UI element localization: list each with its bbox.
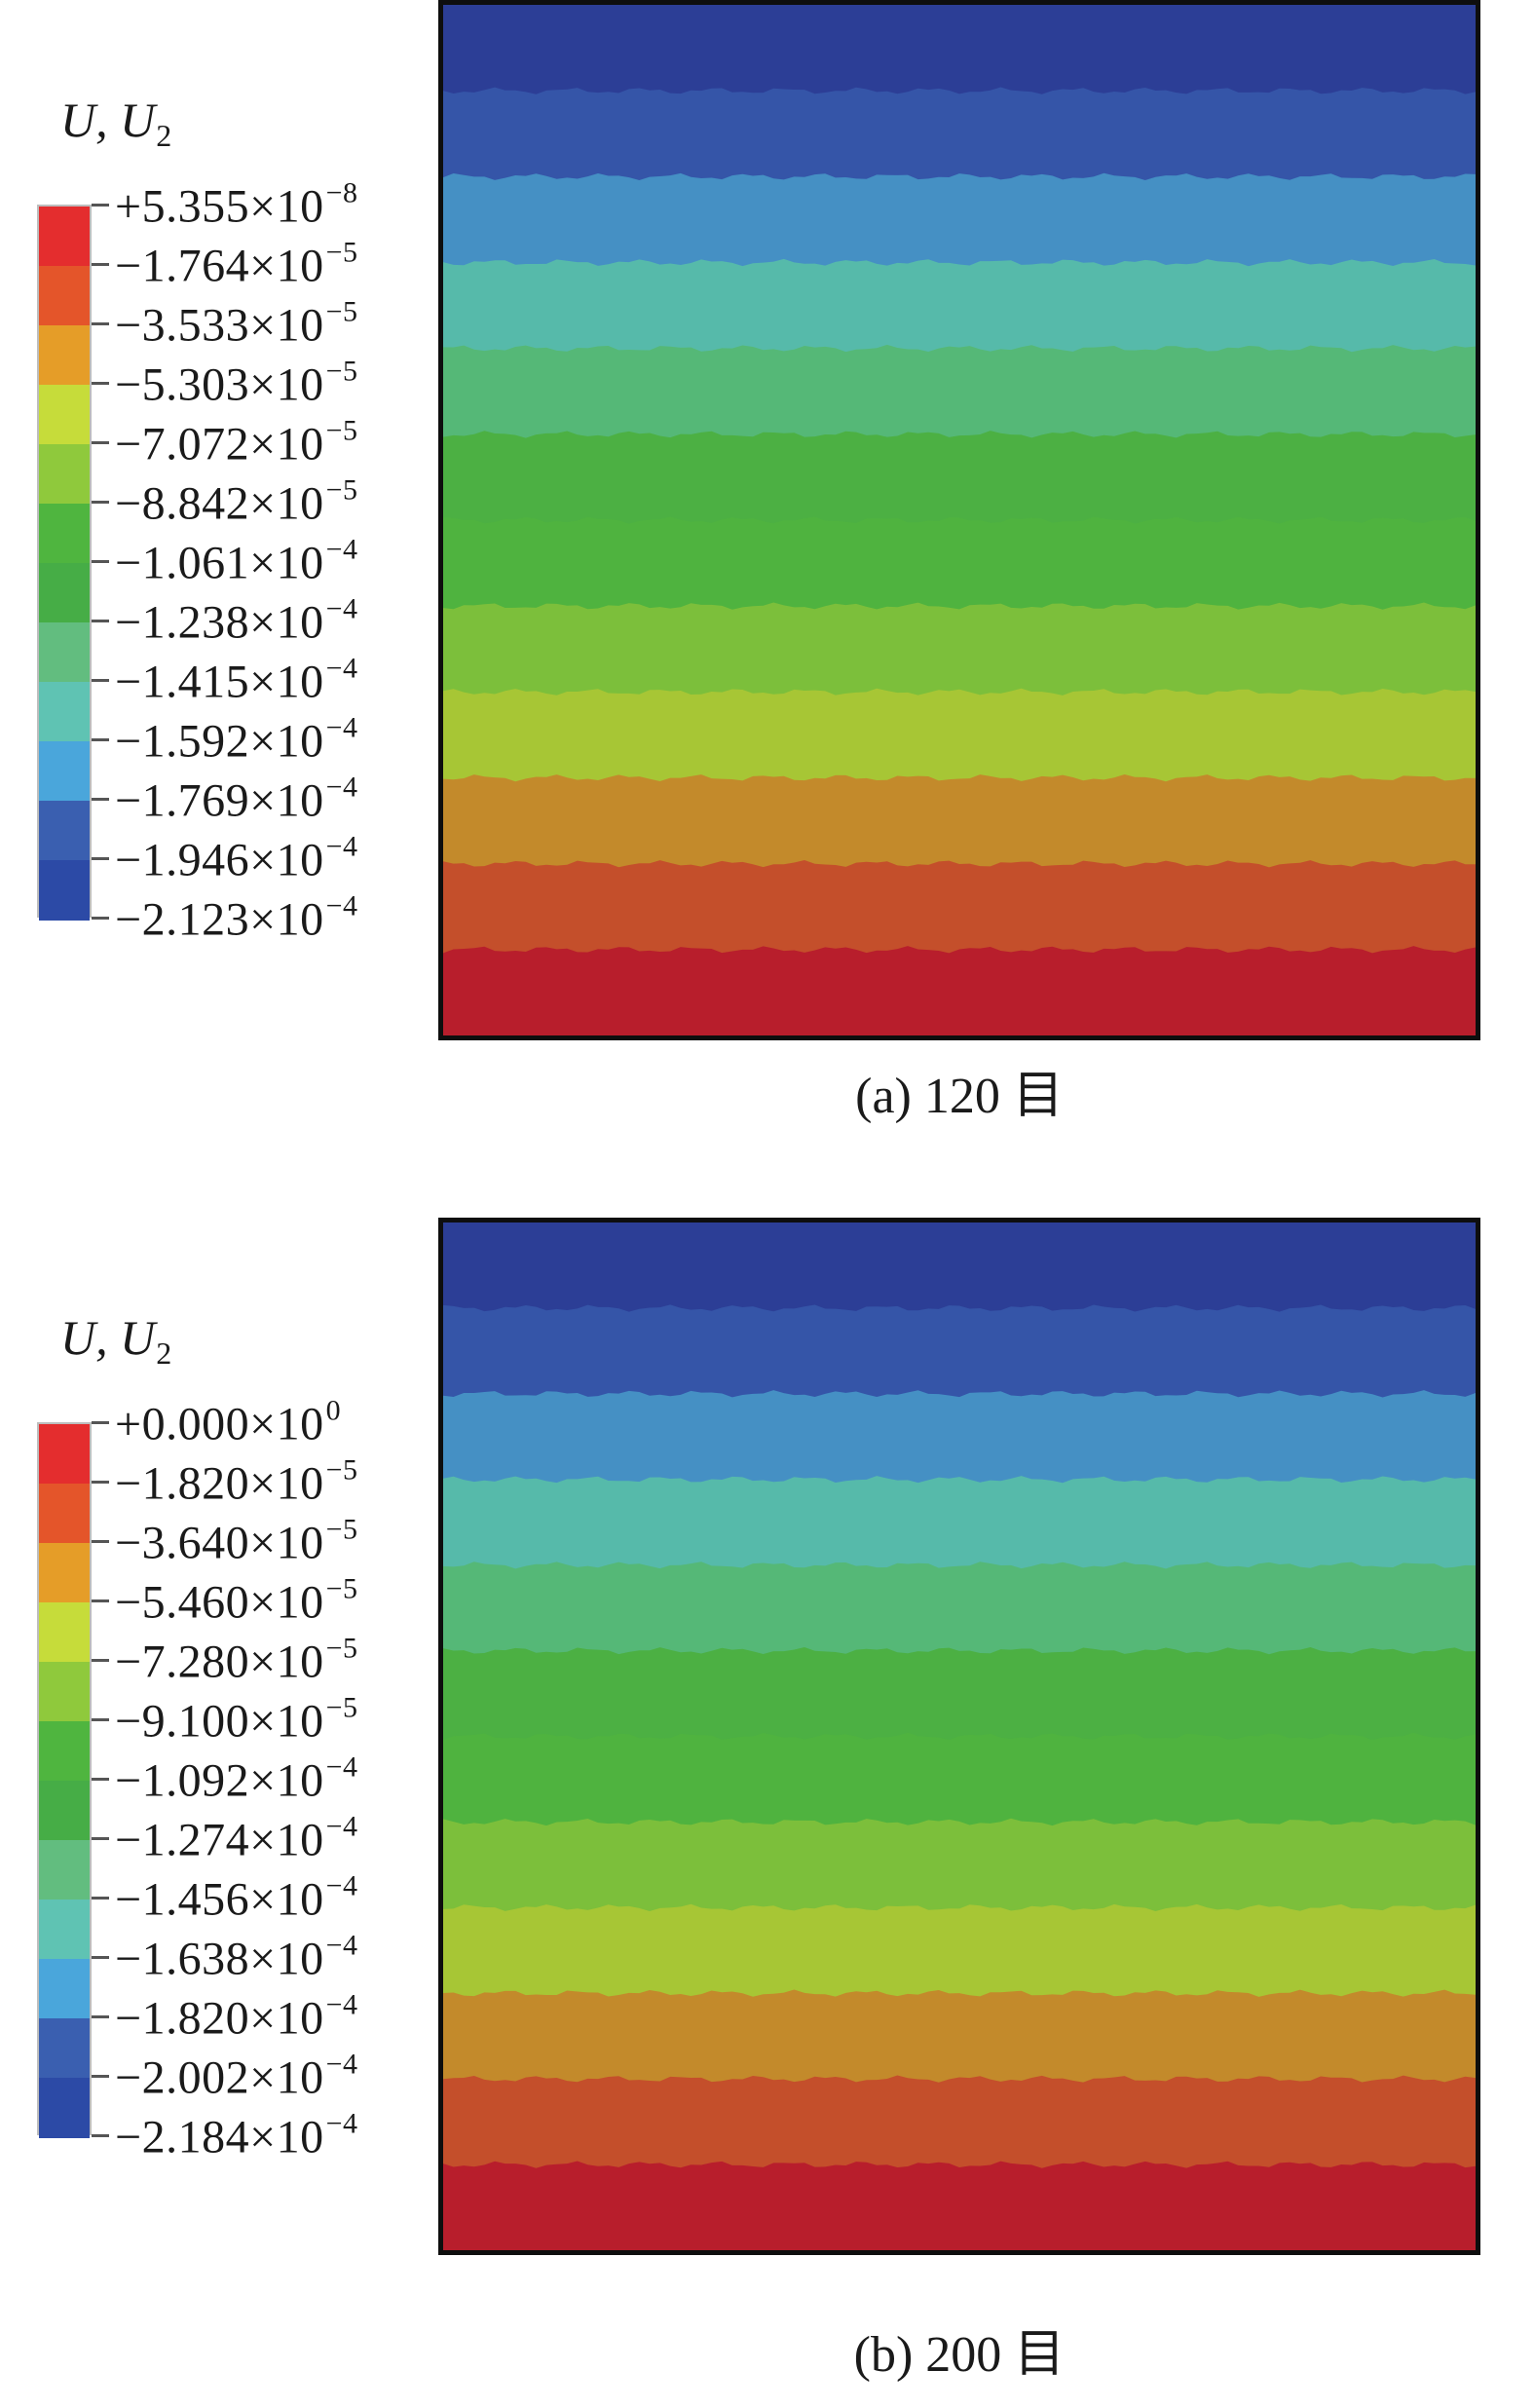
legend-tick-mark — [92, 2015, 109, 2018]
panel-b: U, U2 +0.000×100 −1.820×10−5 −3.640×10−5 −5… — [0, 1218, 1534, 2408]
contour-plot — [438, 1218, 1480, 2255]
legend-tick-mark — [92, 2134, 109, 2137]
legend-colorbar — [37, 1422, 92, 2138]
legend-color-segment — [39, 325, 90, 386]
legend-colorbar — [37, 205, 92, 921]
legend-tick-mark — [92, 1718, 109, 1721]
legend-color-segment — [39, 1484, 90, 1544]
legend-tick-mark — [92, 560, 109, 563]
legend-tick-mark — [92, 382, 109, 385]
legend-tick-mark — [92, 1837, 109, 1840]
legend-tick-label: −1.274×10−4 — [115, 1810, 358, 1866]
legend-tick-label: +0.000×100 — [115, 1394, 342, 1450]
legend-tick-mark — [92, 1956, 109, 1959]
legend-tick-label: +5.355×10−8 — [115, 176, 358, 233]
legend-tick-label: −1.638×10−4 — [115, 1929, 358, 1985]
legend-color-segment — [39, 682, 90, 742]
legend-tick-mark — [92, 2075, 109, 2078]
legend-color-segment — [39, 860, 90, 921]
legend-color-segment — [39, 622, 90, 683]
legend-tick-mark — [92, 917, 109, 920]
legend-color-segment — [39, 2078, 90, 2138]
legend-color-segment — [39, 1900, 90, 1960]
legend-title: U, U2 — [60, 1310, 172, 1371]
contour-bands — [443, 1223, 1476, 2250]
legend-tick-label: −1.238×10−4 — [115, 592, 358, 649]
panel-a: U, U2 +5.355×10−8 −1.764×10−5 −3.533×10−5−… — [0, 0, 1534, 1190]
legend-tick-mark — [92, 738, 109, 741]
legend-tick-label: −1.061×10−4 — [115, 533, 358, 589]
legend-tick-mark — [92, 501, 109, 504]
legend-tick-mark — [92, 263, 109, 266]
panel-caption: (a) 120 目 — [855, 1069, 1064, 1124]
legend-color-segment — [39, 563, 90, 623]
legend-color-segment — [39, 1543, 90, 1603]
legend-tick-mark — [92, 798, 109, 801]
legend-tick-label: −7.280×10−5 — [115, 1632, 358, 1688]
legend-color-segment — [39, 1781, 90, 1841]
legend-tick-label: −1.946×10−4 — [115, 830, 358, 886]
legend-tick-label: −7.072×10−5 — [115, 414, 358, 470]
legend-title: U, U2 — [60, 93, 172, 153]
legend-tick-mark — [92, 857, 109, 860]
legend-tick-mark — [92, 1421, 109, 1424]
legend-tick-label: −2.184×10−4 — [115, 2107, 358, 2163]
legend-tick-label: −2.123×10−4 — [115, 889, 358, 946]
legend-color-segment — [39, 504, 90, 564]
legend-color-segment — [39, 207, 90, 267]
legend-tick-mark — [92, 1481, 109, 1484]
legend-color-segment — [39, 741, 90, 802]
legend-tick-label: −1.592×10−4 — [115, 711, 358, 768]
legend-tick-mark — [92, 322, 109, 325]
legend-tick-label: −1.769×10−4 — [115, 771, 358, 827]
contour-bands — [443, 5, 1476, 1035]
legend-color-segment — [39, 1602, 90, 1663]
legend-tick-label: −3.533×10−5 — [115, 295, 358, 352]
legend-tick-mark — [92, 441, 109, 444]
contour-band — [443, 5, 1476, 94]
legend-color-segment — [39, 801, 90, 861]
legend-tick-label: −5.460×10−5 — [115, 1572, 358, 1629]
contour-plot — [438, 0, 1480, 1040]
legend-color-segment — [39, 385, 90, 445]
legend-color-segment — [39, 1959, 90, 2019]
legend-tick-label: −9.100×10−5 — [115, 1691, 358, 1748]
legend-tick-mark — [92, 620, 109, 622]
legend-color-segment — [39, 1424, 90, 1485]
legend-tick-mark — [92, 1540, 109, 1543]
legend-color-segment — [39, 1721, 90, 1782]
legend-tick-label: −8.842×10−5 — [115, 473, 358, 530]
legend-tick-label: −1.764×10−5 — [115, 236, 358, 292]
legend-tick-label: −2.002×10−4 — [115, 2048, 358, 2104]
legend-tick-mark — [92, 204, 109, 207]
panel-caption: (b) 200 目 — [853, 2327, 1066, 2383]
legend-color-segment — [39, 444, 90, 505]
legend-tick-label: −1.820×10−5 — [115, 1453, 358, 1510]
legend-color-segment — [39, 1662, 90, 1722]
legend-color-segment — [39, 266, 90, 326]
legend-tick-label: −1.415×10−4 — [115, 652, 358, 708]
legend-tick-label: −5.303×10−5 — [115, 355, 358, 411]
legend-tick-label: −3.640×10−5 — [115, 1513, 358, 1569]
legend-tick-label: −1.820×10−4 — [115, 1988, 358, 2045]
legend-color-segment — [39, 1840, 90, 1900]
legend-tick-label: −1.456×10−4 — [115, 1869, 358, 1926]
legend-tick-mark — [92, 1659, 109, 1662]
legend-tick-mark — [92, 1599, 109, 1602]
legend-tick-mark — [92, 679, 109, 682]
legend-tick-mark — [92, 1897, 109, 1900]
legend-tick-label: −1.092×10−4 — [115, 1750, 358, 1807]
contour-band — [443, 1223, 1476, 1312]
legend-tick-mark — [92, 1778, 109, 1781]
legend-color-segment — [39, 2018, 90, 2079]
